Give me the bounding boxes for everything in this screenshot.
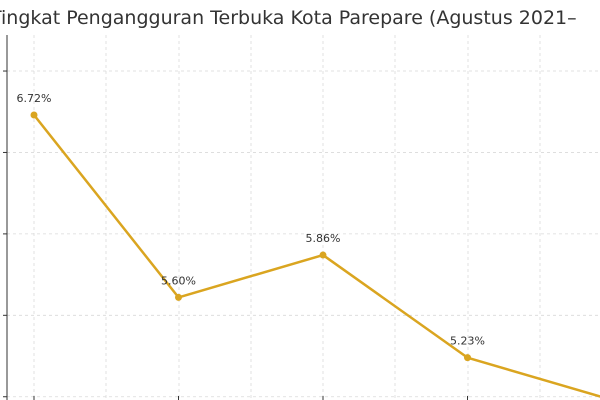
grid [7,35,600,400]
chart-title: Tingkat Pengangguran Terbuka Kota Parepa… [0,7,577,29]
data-label: 5.60% [161,274,196,287]
series-line [33,114,600,398]
data-label: 5.86% [306,232,341,245]
data-point [175,293,182,301]
data-label: 5.23% [450,335,485,348]
data-labels: 6.72%5.60%5.86%5.23%4 [17,92,485,348]
data-point [319,251,327,259]
data-point [30,111,38,119]
axis [3,35,468,400]
data-label: 6.72% [17,92,52,105]
data-point [464,354,471,362]
series [30,111,600,398]
